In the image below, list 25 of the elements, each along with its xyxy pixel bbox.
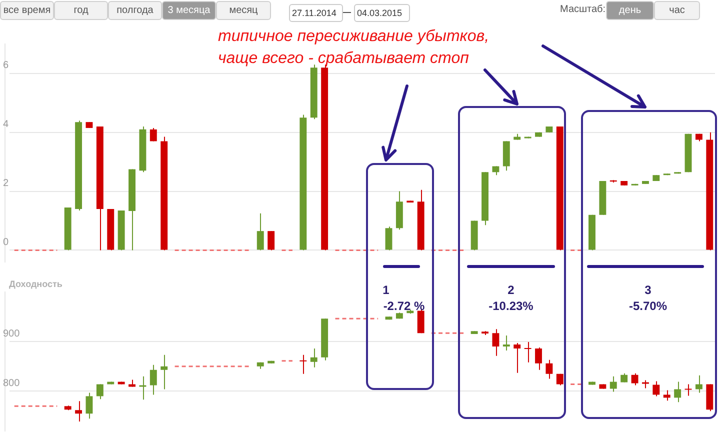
annotation: типичное пересиживание убытков,	[218, 28, 490, 46]
text: 04.03.2015	[354, 4, 410, 22]
annotation: -10.23%	[488, 299, 534, 313]
y-tick-label: 2	[3, 178, 9, 190]
text: все время	[0, 1, 54, 20]
annotation: 2	[506, 283, 516, 297]
annotation: -2.72 %	[382, 299, 426, 313]
y-tick-label: 4	[3, 119, 9, 130]
annotation: -5.70%	[628, 299, 668, 313]
text: Масштаб:	[560, 4, 606, 15]
text: месяц	[216, 1, 271, 20]
annotation: чаще всего - срабатывает стоп	[218, 50, 469, 68]
text: день	[606, 1, 654, 20]
annotation: 1	[382, 283, 390, 297]
text: час	[654, 1, 700, 20]
y-tick-label: 900	[3, 328, 20, 340]
text: полгода	[108, 1, 162, 20]
text: 3 месяца	[162, 1, 216, 20]
chart-title: Доходность	[9, 278, 63, 289]
y-tick-label: 800	[3, 378, 20, 389]
y-tick-label: 0	[3, 236, 9, 248]
annotation: 3	[644, 283, 652, 297]
y-tick-label: 6	[3, 60, 9, 72]
text: 27.11.2014	[289, 4, 343, 22]
text: год	[54, 1, 108, 20]
